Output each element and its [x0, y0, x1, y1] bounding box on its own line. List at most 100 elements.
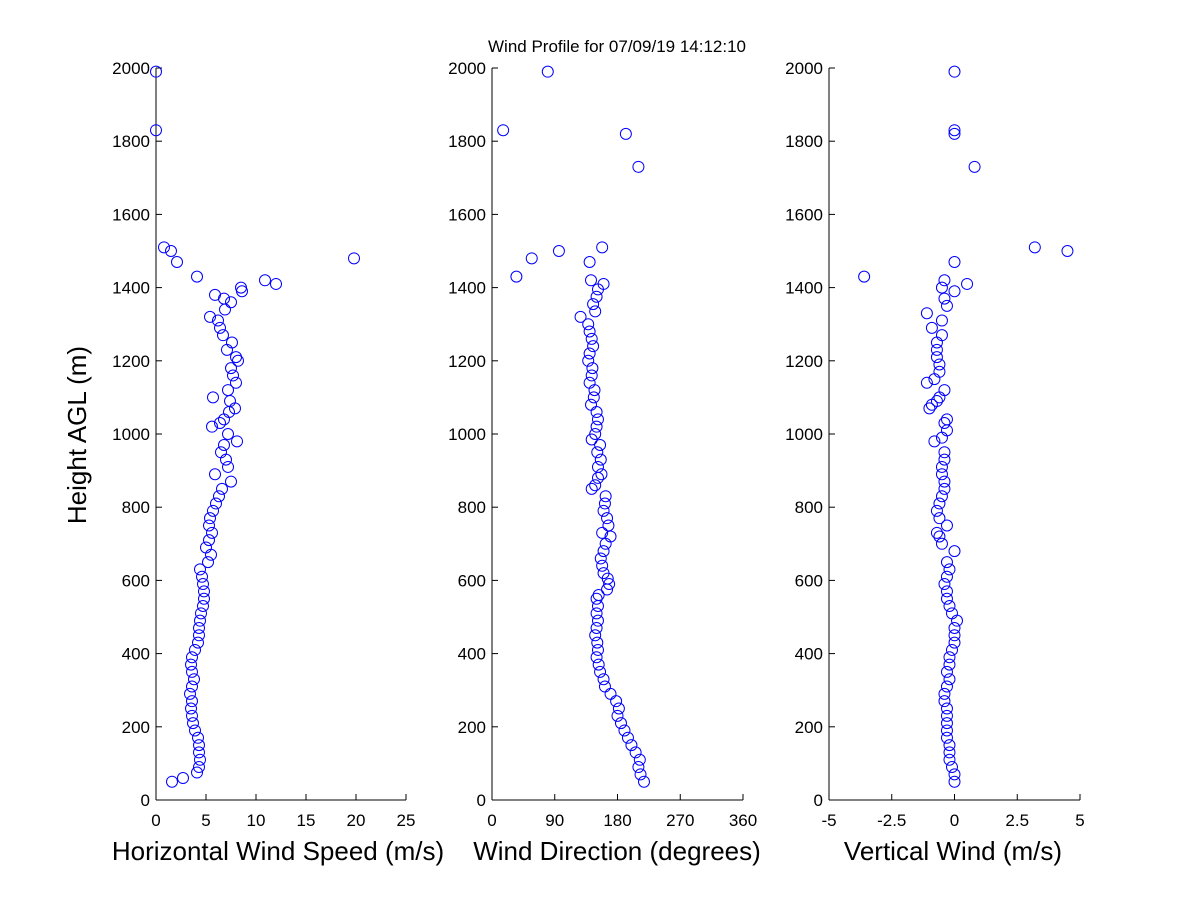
vertical-data-point [933, 365, 946, 378]
speed-data-point [225, 362, 237, 375]
direction-data-point [625, 739, 638, 752]
vertical-data-point [938, 687, 951, 700]
vertical-data-point [945, 607, 958, 620]
direction-data-point [603, 578, 616, 591]
direction-data-point [589, 629, 602, 642]
vertical-data-point [948, 65, 961, 78]
speed-data-point [222, 384, 234, 397]
speed-y-tick-label: 2000 [112, 59, 150, 78]
direction-data-point [598, 680, 611, 693]
vertical-data-point [940, 519, 953, 532]
speed-x-tick-label: 15 [297, 811, 316, 830]
vertical-data-point [1028, 241, 1041, 254]
speed-data-point [226, 336, 238, 349]
direction-data-point [614, 717, 627, 730]
speed-data-point [192, 731, 204, 744]
vertical-data-point [938, 578, 951, 591]
vertical-data-point [940, 709, 953, 722]
direction-data-point [637, 775, 650, 788]
direction-data-point [619, 127, 632, 140]
speed-data-point [227, 369, 239, 382]
vertical-data-point [930, 504, 943, 517]
direction-data-point [590, 420, 603, 433]
direction-data-point [587, 298, 600, 311]
direction-data-point [594, 665, 607, 678]
direction-data-point [552, 245, 565, 257]
vertical-data-point [933, 512, 946, 525]
vertical-data-point [920, 376, 933, 389]
speed-data-point [192, 636, 204, 649]
direction-x-axis-label: Wind Direction (degrees) [473, 836, 761, 866]
direction-data-point [597, 277, 610, 290]
vertical-data-point [948, 255, 961, 268]
direction-data-point [587, 391, 600, 404]
direction-data-point [591, 636, 604, 649]
speed-data-point [198, 592, 210, 605]
direction-data-point [597, 545, 610, 558]
speed-y-tick-label: 600 [122, 571, 150, 590]
direction-data-point [585, 398, 598, 411]
direction-y-tick-label: 1600 [448, 205, 486, 224]
vertical-data-point [940, 570, 953, 583]
direction-y-tick-label: 0 [477, 791, 486, 810]
direction-data-point [633, 753, 646, 766]
vertical-data-point [925, 321, 938, 334]
vertical-data-point [935, 329, 948, 342]
vertical-data-point [938, 695, 951, 708]
speed-data-point [202, 556, 214, 569]
vertical-y-tick-label: 1400 [785, 279, 823, 298]
speed-data-point [150, 124, 162, 137]
speed-data-point [259, 274, 271, 287]
direction-data-point [611, 709, 624, 722]
vertical-y-tick-label: 1200 [785, 352, 823, 371]
direction-data-point [591, 460, 604, 473]
vertical-data-point [948, 775, 961, 788]
speed-data-point [230, 351, 242, 364]
vertical-data-point [943, 658, 956, 671]
speed-data-point [207, 504, 219, 517]
direction-data-point [592, 589, 605, 602]
speed-data-point [213, 490, 225, 503]
speed-data-point [206, 420, 218, 433]
vertical-data-point [933, 530, 946, 543]
speed-data-point [189, 643, 201, 656]
vertical-y-tick-label: 400 [795, 645, 823, 664]
vertical-x-axis-label: Vertical Wind (m/s) [844, 836, 1062, 866]
vertical-y-tick-label: 1800 [785, 132, 823, 151]
vertical-data-point [945, 761, 958, 774]
direction-data-point [589, 479, 602, 492]
vertical-data-point [943, 673, 956, 686]
speed-data-point [191, 766, 203, 779]
direction-data-point [582, 354, 595, 367]
vertical-data-point [935, 460, 948, 473]
speed-x-axis-label: Horizontal Wind Speed (m/s) [112, 836, 444, 866]
speed-y-tick-label: 1200 [112, 352, 150, 371]
direction-data-point [582, 318, 595, 331]
direction-y-tick-label: 1000 [448, 425, 486, 444]
vertical-data-point [940, 702, 953, 715]
speed-data-point [214, 417, 226, 430]
vertical-data-point [938, 417, 951, 430]
speed-data-point [189, 724, 201, 737]
direction-x-tick-label: 360 [729, 811, 757, 830]
vertical-data-point [858, 270, 871, 283]
speed-data-point [209, 468, 221, 481]
vertical-data-point [943, 746, 956, 759]
vertical-y-tick-label: 2000 [785, 59, 823, 78]
speed-x-tick-label: 25 [397, 811, 416, 830]
vertical-data-point [940, 556, 953, 569]
vertical-data-point [940, 413, 953, 426]
speed-y-tick-label: 1400 [112, 279, 150, 298]
vertical-data-point [940, 724, 953, 737]
direction-data-point [596, 241, 609, 254]
direction-data-point [586, 362, 599, 375]
speed-y-tick-label: 800 [122, 498, 150, 517]
vertical-data-point [943, 600, 956, 613]
direction-data-point [618, 724, 631, 737]
speed-data-point [165, 245, 177, 257]
speed-x-tick-label: 5 [201, 811, 210, 830]
direction-x-tick-label: 90 [545, 811, 564, 830]
direction-data-point [590, 290, 603, 303]
speed-data-point [209, 288, 221, 301]
direction-data-point [612, 702, 625, 715]
